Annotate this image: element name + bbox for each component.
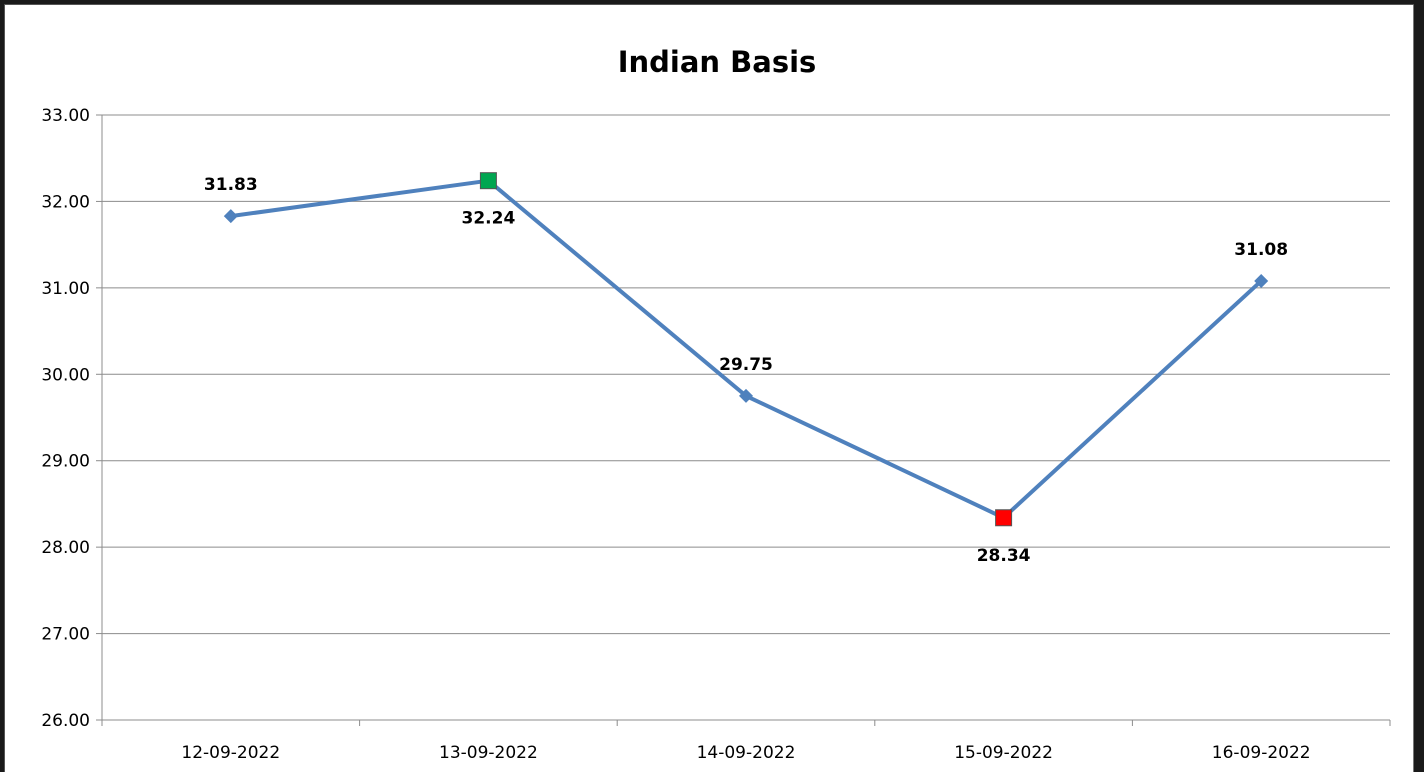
data-label: 31.83 xyxy=(204,175,258,195)
y-tick-label: 31.00 xyxy=(41,279,90,299)
data-point-marker xyxy=(739,388,753,403)
data-label: 32.24 xyxy=(462,209,516,229)
y-tick-label: 26.00 xyxy=(41,711,90,731)
data-label: 31.08 xyxy=(1234,240,1288,260)
x-tick-label: 12-09-2022 xyxy=(181,743,280,763)
y-tick-label: 33.00 xyxy=(41,106,90,126)
y-axis-ticks: 26.00 27.00 28.00 29.00 30.00 31.00 32.00 33.00 xyxy=(41,106,90,731)
data-labels: 31.83 32.24 29.75 28.34 31.08 xyxy=(204,175,1288,566)
x-tick-label: 14-09-2022 xyxy=(697,743,796,763)
min-point-marker xyxy=(995,509,1013,527)
y-tick-label: 30.00 xyxy=(41,365,90,385)
x-tick-label: 15-09-2022 xyxy=(954,743,1053,763)
data-label: 28.34 xyxy=(977,546,1031,566)
max-point-marker xyxy=(479,172,497,190)
data-point-marker xyxy=(1254,273,1269,288)
gridlines xyxy=(102,114,1390,635)
chart-title: Indian Basis xyxy=(618,45,817,79)
y-tick-label: 29.00 xyxy=(41,452,90,472)
y-tick-label: 27.00 xyxy=(41,625,90,645)
line-chart: Indian Basis 26.00 27.00 28.00 29.00 30.00 31… xyxy=(41,45,1391,763)
data-label: 29.75 xyxy=(719,355,773,375)
data-point-marker xyxy=(223,209,238,224)
y-tick-label: 32.00 xyxy=(41,192,90,212)
series-layer xyxy=(223,172,1269,527)
y-tick-label: 28.00 xyxy=(41,538,90,558)
x-tick-label: 16-09-2022 xyxy=(1212,743,1311,763)
axes xyxy=(96,114,1391,726)
series-line xyxy=(228,178,1264,520)
x-tick-label: 13-09-2022 xyxy=(439,743,538,763)
x-axis-ticks: 12-09-2022 13-09-2022 14-09-2022 15-09-2022… xyxy=(181,743,1310,763)
